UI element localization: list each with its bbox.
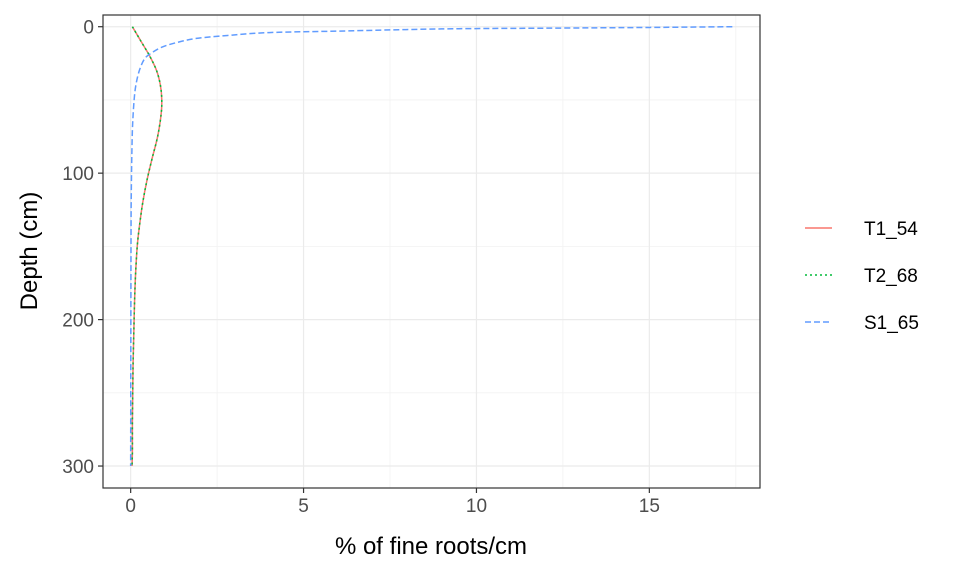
y-tick-label: 0 bbox=[83, 18, 94, 39]
x-tick-label: 15 bbox=[639, 496, 660, 517]
x-axis: 0 5 10 15 bbox=[125, 488, 660, 517]
y-tick-label: 200 bbox=[62, 311, 94, 332]
legend: T1_54 T2_68 S1_65 bbox=[801, 211, 919, 339]
y-tick-label: 300 bbox=[62, 457, 94, 478]
legend-label: S1_65 bbox=[864, 313, 919, 334]
y-tick-label: 100 bbox=[62, 164, 94, 185]
y-axis: 0 100 200 300 bbox=[62, 18, 103, 478]
x-axis-title: % of fine roots/cm bbox=[335, 533, 527, 560]
series-line-t2-68 bbox=[131, 26, 163, 467]
panel-border bbox=[102, 14, 761, 489]
legend-label: T2_68 bbox=[864, 266, 918, 287]
legend-label: T1_54 bbox=[864, 219, 918, 240]
grid bbox=[103, 15, 760, 488]
x-tick-label: 10 bbox=[466, 496, 487, 517]
panel-background bbox=[103, 15, 760, 488]
series-line-s1-65 bbox=[129, 25, 733, 467]
x-tick-label: 5 bbox=[298, 496, 309, 517]
y-axis-title: Depth (cm) bbox=[16, 192, 43, 311]
series-layer bbox=[129, 25, 733, 467]
x-tick-label: 0 bbox=[125, 496, 136, 517]
